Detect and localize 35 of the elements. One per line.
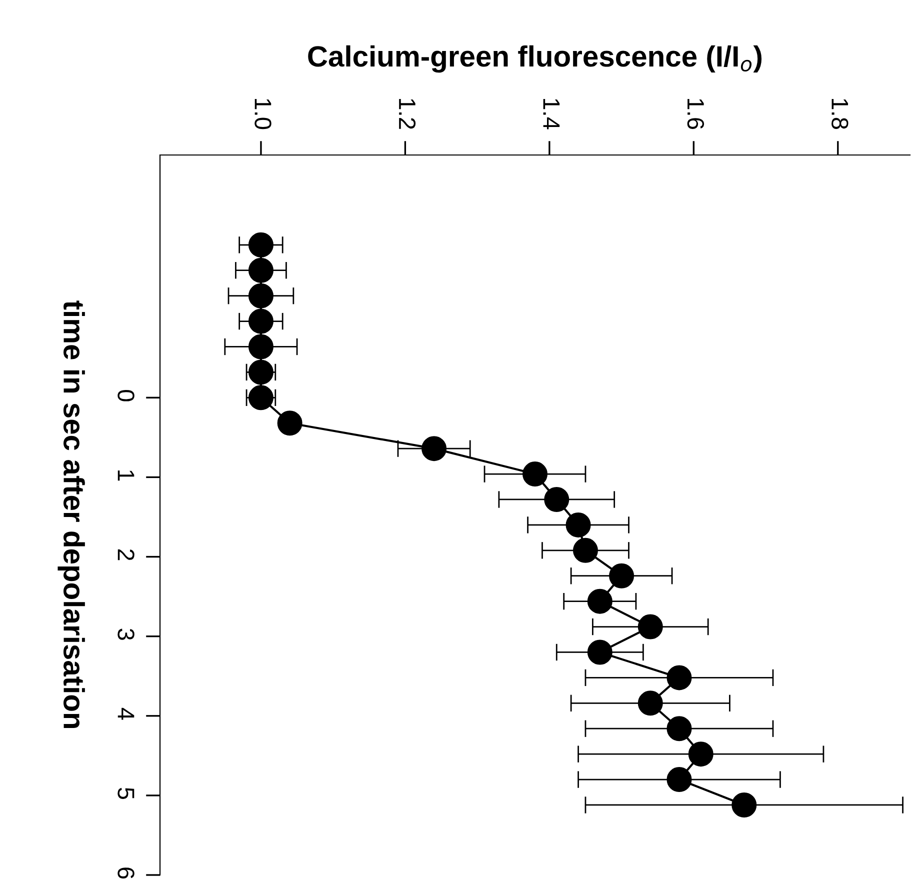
point xyxy=(587,640,612,665)
point xyxy=(732,792,757,818)
y-tick-label: 2 xyxy=(118,549,134,560)
y-tick-label: 5 xyxy=(118,788,134,800)
y-axis-title: time in sec after depolarisation xyxy=(58,300,85,728)
point xyxy=(544,486,570,512)
y-tick-label: 4 xyxy=(118,708,134,720)
point xyxy=(666,767,692,792)
point xyxy=(587,588,612,614)
x-tick-label: 1.8 xyxy=(832,98,848,129)
point xyxy=(666,665,692,690)
y-tick-label: 3 xyxy=(118,628,134,640)
point xyxy=(522,462,548,487)
point xyxy=(609,563,634,588)
point xyxy=(688,742,714,767)
y-tick-label: 1 xyxy=(118,470,134,481)
point xyxy=(422,436,447,462)
y-tick-label: 0 xyxy=(118,390,134,402)
x-tick-label: 1.2 xyxy=(399,98,416,129)
point xyxy=(248,258,274,283)
x-axis-title: Calcium-green fluorescence (I/I$_{o}$) xyxy=(308,45,762,73)
x-tick-label: 1.0 xyxy=(254,98,272,130)
point xyxy=(572,538,598,563)
point xyxy=(638,690,663,716)
y-tick-label: 6 xyxy=(118,868,134,879)
point xyxy=(248,308,274,334)
point xyxy=(277,410,302,436)
point xyxy=(248,283,274,308)
point xyxy=(638,614,663,640)
x-tick-label: 1.4 xyxy=(543,98,560,130)
x-tick-label: 1.6 xyxy=(687,98,704,129)
point xyxy=(666,716,692,742)
point xyxy=(248,232,274,258)
point xyxy=(248,334,274,360)
point xyxy=(566,512,591,538)
